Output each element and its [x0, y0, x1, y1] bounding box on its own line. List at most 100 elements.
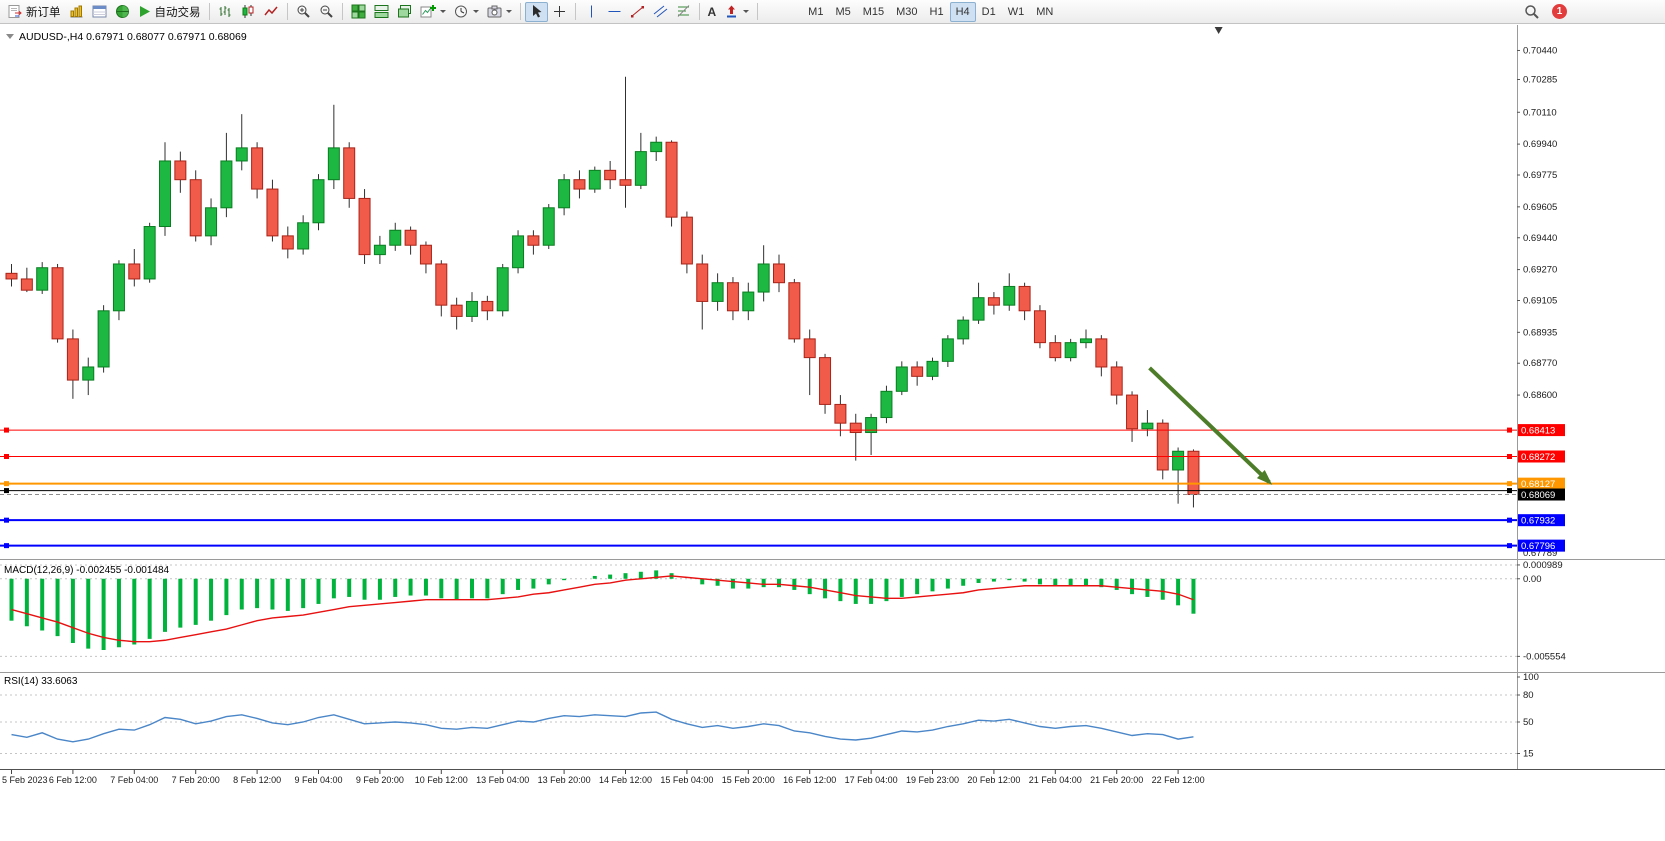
line-handle[interactable]: [1507, 488, 1512, 494]
timeframe-button-h4[interactable]: H4: [949, 1, 976, 22]
market-watch-icon: [70, 5, 82, 18]
price-axis-label: 0.68600: [1523, 390, 1557, 401]
zoom-out-button[interactable]: [315, 2, 338, 22]
time-axis-label: 10 Feb 12:00: [415, 775, 468, 785]
toolbar-separator: [341, 3, 343, 20]
autotrading-label: 自动交易: [154, 6, 201, 19]
toolbar-separator: [519, 3, 521, 20]
line-handle[interactable]: [4, 517, 9, 523]
vertical-line-tool-button[interactable]: [580, 2, 603, 22]
candle-down: [1156, 422, 1169, 471]
market-watch-button[interactable]: [65, 2, 88, 22]
candlestick-chart-icon: [242, 5, 253, 18]
search-button[interactable]: [1520, 2, 1544, 22]
timeframe-button-w1[interactable]: W1: [1002, 2, 1031, 22]
line-chart-button[interactable]: [260, 2, 283, 22]
timeframe-button-d1[interactable]: D1: [976, 2, 1002, 22]
candle-down: [5, 272, 18, 280]
bar-chart-button[interactable]: [214, 2, 237, 22]
autotrading-button[interactable]: 自动交易: [134, 2, 205, 22]
zoom-in-button[interactable]: [292, 2, 315, 22]
candle-up: [373, 244, 386, 256]
data-window-button[interactable]: [88, 2, 111, 22]
dropdown-caret-icon: [439, 10, 446, 13]
line-handle[interactable]: [4, 453, 9, 459]
line-handle[interactable]: [1507, 517, 1512, 523]
data-window-icon: [92, 5, 106, 18]
fibonacci-tool-button[interactable]: [672, 2, 695, 22]
candle-down: [1095, 338, 1108, 368]
timeframe-button-m1[interactable]: M1: [802, 2, 829, 22]
candle-down: [803, 338, 816, 359]
line-handle[interactable]: [4, 481, 9, 487]
macd-signal-line: [11, 575, 1194, 643]
timeframe-button-mn[interactable]: MN: [1030, 2, 1059, 22]
toolbar-separator: [698, 3, 700, 20]
line-handle[interactable]: [1507, 427, 1512, 433]
candle-up: [865, 417, 878, 434]
trend-arrow-annotation[interactable]: [1148, 366, 1271, 484]
arrows-tool-button[interactable]: [720, 2, 753, 22]
line-handle[interactable]: [4, 543, 9, 549]
new-chart-button[interactable]: [416, 2, 450, 22]
candle-up: [205, 207, 218, 237]
tile-windows-button[interactable]: [370, 2, 393, 22]
channel-tool-button[interactable]: [649, 2, 672, 22]
trendline-tool-button[interactable]: [626, 2, 649, 22]
rsi-axis-label: 80: [1523, 690, 1534, 701]
cascade-windows-button[interactable]: [393, 2, 416, 22]
candle-up: [327, 147, 340, 181]
candle-down: [849, 422, 862, 434]
ohlc-collapse-arrow[interactable]: [6, 34, 14, 39]
crosshair-icon: [553, 6, 565, 17]
candle-down: [281, 235, 294, 250]
text-tool-button[interactable]: A: [704, 2, 721, 22]
price-axis-label: 0.67789: [1523, 548, 1557, 559]
navigator-button[interactable]: [111, 2, 134, 22]
time-axis-label: 9 Feb 04:00: [294, 775, 342, 785]
price-tag: [1518, 477, 1565, 490]
cursor-tool-button[interactable]: [524, 1, 548, 22]
candle-down: [1018, 285, 1031, 312]
line-handle[interactable]: [1507, 543, 1512, 549]
candle-up: [542, 207, 555, 246]
zoom-out-icon: [320, 5, 333, 18]
price-axis-label: 0.69270: [1523, 265, 1557, 276]
zoom-in-icon: [297, 5, 310, 18]
line-handle[interactable]: [1507, 481, 1512, 487]
price-tag-label: 0.68127: [1521, 479, 1555, 490]
candle-down: [343, 147, 356, 199]
chart-snapshot-button[interactable]: [483, 2, 516, 22]
chart-shift-marker[interactable]: [1214, 27, 1223, 34]
new-order-button[interactable]: 新订单: [4, 2, 65, 22]
timeframe-button-m15[interactable]: M15: [857, 2, 890, 22]
timeframe-button-m5[interactable]: M5: [829, 2, 856, 22]
price-axis-label: 0.68935: [1523, 327, 1557, 338]
horizontal-line-tool-button[interactable]: [603, 2, 626, 22]
arrow-symbol-icon: [727, 5, 737, 18]
arrange-windows-button[interactable]: [347, 2, 370, 22]
line-handle[interactable]: [4, 488, 9, 494]
line-handle[interactable]: [4, 427, 9, 433]
text-tool-label: A: [707, 4, 717, 19]
candle-down: [128, 263, 141, 280]
candle-up: [312, 179, 325, 224]
main-toolbar: 新订单 自动交易: [0, 0, 1665, 24]
new-order-label: 新订单: [26, 6, 61, 19]
candle-down: [450, 304, 463, 317]
candle-down: [604, 169, 617, 181]
time-axis-label: 19 Feb 23:00: [906, 775, 959, 785]
timeframe-button-h1[interactable]: H1: [924, 2, 950, 22]
timeframe-button-m30[interactable]: M30: [890, 2, 923, 22]
bid-price-tag: [1518, 488, 1565, 501]
candlestick-chart-button[interactable]: [237, 2, 260, 22]
notification-badge[interactable]: 1: [1552, 4, 1567, 19]
candle-up: [650, 141, 663, 153]
period-clock-button[interactable]: [450, 2, 483, 22]
clock-icon: [454, 5, 467, 18]
line-handle[interactable]: [1507, 453, 1512, 459]
candle-up: [588, 169, 601, 190]
time-axis-label: 9 Feb 20:00: [356, 775, 404, 785]
crosshair-tool-button[interactable]: [548, 2, 571, 22]
